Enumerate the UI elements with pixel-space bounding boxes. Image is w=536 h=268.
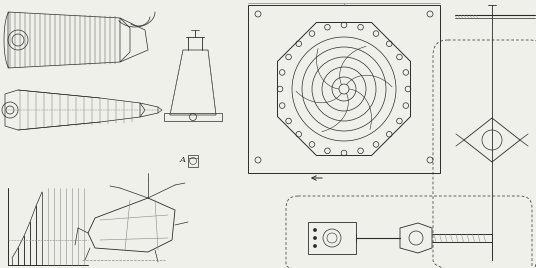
Bar [308, 222, 356, 254]
Text: A: A [180, 156, 186, 164]
Circle shape [314, 236, 316, 240]
Circle shape [314, 244, 316, 248]
Bar [188, 155, 198, 167]
Circle shape [314, 229, 316, 232]
Bar [248, 5, 440, 173]
